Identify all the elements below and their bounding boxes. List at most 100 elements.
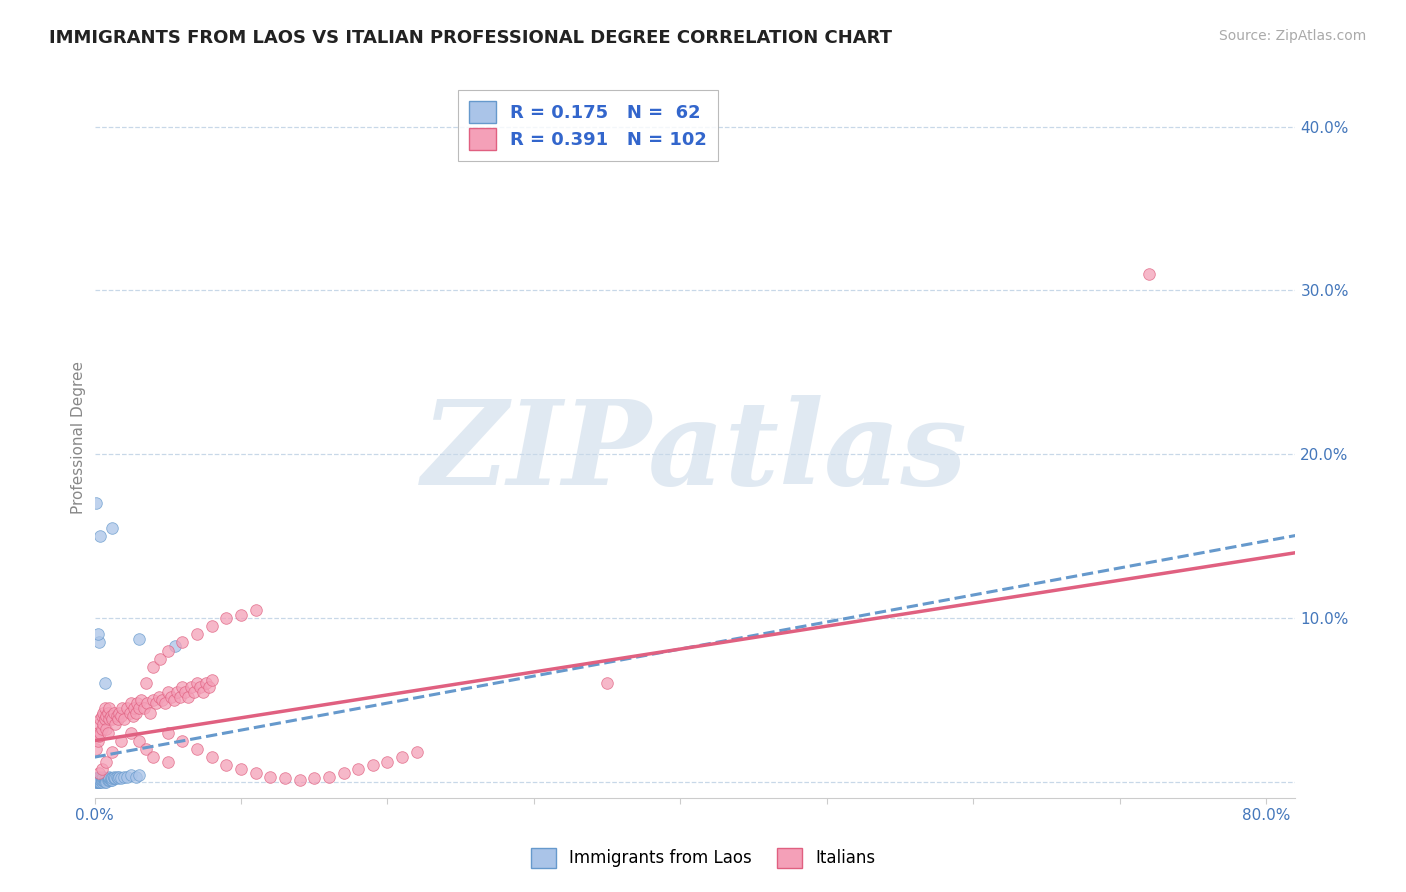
Point (100, 772, 122, 786)
Point (86, 772, 108, 786)
Point (87, 717, 110, 731)
Point (96, 772, 118, 787)
Point (98, 701, 121, 715)
Point (201, 673, 224, 687)
Point (112, 770, 135, 784)
Point (142, 750, 165, 764)
Point (149, 652, 172, 666)
Point (94, 713, 117, 727)
Point (180, 680, 202, 694)
Point (186, 676, 208, 690)
Point (121, 709, 143, 723)
Y-axis label: Professional Degree: Professional Degree (72, 361, 86, 515)
Point (105, 770, 128, 784)
Point (86, 774, 108, 789)
Point (96, 755, 118, 769)
Point (103, 770, 125, 784)
Point (97, 725, 120, 739)
Point (134, 701, 156, 715)
Point (89, 774, 111, 789)
Point (87, 729, 110, 743)
Legend: Immigrants from Laos, Italians: Immigrants from Laos, Italians (524, 841, 882, 875)
Point (96, 774, 118, 789)
Point (198, 680, 221, 694)
Point (110, 709, 132, 723)
Point (84, 774, 107, 789)
Point (87, 774, 110, 789)
Point (245, 603, 267, 617)
Point (87, 772, 110, 787)
Point (108, 770, 131, 784)
Point (135, 676, 157, 690)
Point (118, 706, 141, 720)
Point (139, 706, 162, 720)
Point (84, 772, 107, 787)
Point (186, 742, 208, 756)
Point (98, 713, 121, 727)
Point (105, 709, 128, 723)
Point (163, 693, 186, 707)
Point (107, 713, 129, 727)
Point (135, 742, 157, 756)
Point (87, 772, 110, 786)
Point (93, 770, 115, 784)
Point (194, 676, 217, 690)
Point (97, 706, 120, 720)
Point (84, 496, 107, 510)
Point (90, 772, 112, 787)
Point (156, 725, 179, 739)
Point (128, 733, 150, 747)
Point (186, 627, 208, 641)
Point (177, 690, 200, 704)
Point (93, 706, 115, 720)
Point (188, 680, 211, 694)
Point (86, 733, 108, 747)
Point (98, 772, 121, 786)
Point (96, 772, 118, 786)
Point (142, 660, 165, 674)
Point (304, 772, 326, 786)
Point (115, 701, 138, 715)
Point (110, 772, 132, 786)
Point (183, 684, 205, 698)
Point (84, 742, 107, 756)
Point (405, 745, 427, 759)
Point (86, 774, 108, 789)
Point (174, 684, 197, 698)
Point (107, 772, 129, 786)
Point (84, 774, 107, 789)
Point (128, 768, 150, 782)
Point (156, 755, 179, 769)
Point (165, 639, 187, 653)
Point (124, 706, 146, 720)
Point (150, 693, 173, 707)
Point (169, 690, 191, 704)
Point (84, 772, 107, 786)
Point (124, 770, 146, 784)
Point (361, 758, 384, 772)
Text: IMMIGRANTS FROM LAOS VS ITALIAN PROFESSIONAL DEGREE CORRELATION CHART: IMMIGRANTS FROM LAOS VS ITALIAN PROFESSI… (49, 29, 893, 46)
Point (93, 772, 115, 786)
Point (87, 766, 110, 780)
Point (87, 774, 110, 789)
Point (94, 774, 117, 789)
Point (96, 709, 118, 723)
Point (98, 772, 121, 787)
Point (245, 766, 267, 780)
Point (87, 635, 110, 649)
Point (89, 772, 111, 787)
Point (191, 684, 214, 698)
Point (159, 690, 181, 704)
Point (86, 627, 108, 641)
Point (142, 693, 165, 707)
Point (94, 772, 117, 786)
Legend: R = 0.175   N =  62, R = 0.391   N = 102: R = 0.175 N = 62, R = 0.391 N = 102 (458, 90, 718, 161)
Point (259, 770, 281, 784)
Point (153, 696, 176, 710)
Point (90, 772, 112, 787)
Point (104, 717, 127, 731)
Point (94, 676, 117, 690)
Point (120, 725, 142, 739)
Point (90, 772, 112, 786)
Text: ZIPatlas: ZIPatlas (422, 394, 967, 509)
